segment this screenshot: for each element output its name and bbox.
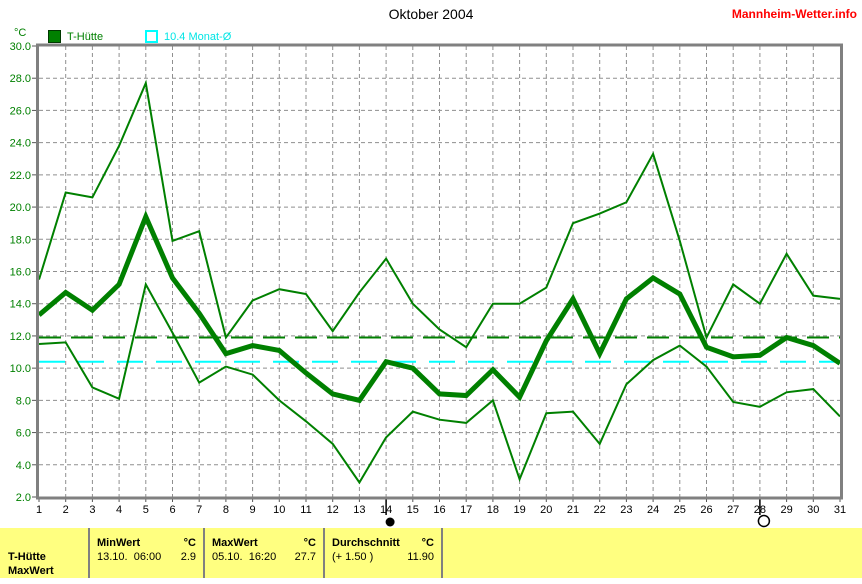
legend-label-monat-avg: 10.4 Monat-Ø bbox=[164, 30, 232, 43]
summary-avg-cell: Durchschnitt °C (+ 1.50 ) 11.90 bbox=[323, 528, 441, 578]
svg-text:18: 18 bbox=[487, 504, 499, 516]
svg-text:23: 23 bbox=[620, 504, 632, 516]
reference-lines bbox=[39, 336, 840, 363]
x-axis-labels: 1234567891011121314151617181920212223242… bbox=[36, 497, 846, 516]
y-axis-labels: 2.0 4.0 6.0 8.0 10.0 12.0 14.0 16.0 18.0 20.0 22.0… bbox=[10, 41, 36, 504]
svg-text:18.0: 18.0 bbox=[10, 234, 31, 246]
svg-text:1: 1 bbox=[36, 504, 42, 516]
svg-text:6.0: 6.0 bbox=[16, 428, 31, 440]
svg-text:17: 17 bbox=[460, 504, 472, 516]
svg-text:22: 22 bbox=[594, 504, 606, 516]
svg-text:26: 26 bbox=[700, 504, 712, 516]
svg-text:3: 3 bbox=[89, 504, 95, 516]
svg-text:21: 21 bbox=[567, 504, 579, 516]
svg-text:14.0: 14.0 bbox=[10, 299, 31, 311]
svg-text:15: 15 bbox=[407, 504, 419, 516]
max-datetime: 05.10. 16:20 bbox=[212, 551, 277, 563]
avg-header: Durchschnitt bbox=[332, 537, 400, 549]
svg-text:19: 19 bbox=[513, 504, 525, 516]
chart-frame bbox=[36, 43, 843, 500]
svg-text:28.0: 28.0 bbox=[10, 73, 31, 85]
max-header: MaxWert bbox=[212, 537, 258, 549]
legend-label-t-huette: T-Hütte bbox=[67, 30, 104, 43]
svg-text:6: 6 bbox=[169, 504, 175, 516]
svg-text:20: 20 bbox=[540, 504, 552, 516]
max-unit: °C bbox=[303, 537, 316, 549]
new-moon-icon bbox=[385, 517, 395, 527]
svg-text:4: 4 bbox=[116, 504, 122, 516]
svg-text:8: 8 bbox=[223, 504, 229, 516]
svg-text:12.0: 12.0 bbox=[10, 331, 31, 343]
moon-markers bbox=[385, 514, 771, 528]
temperature-chart: 2.0 4.0 6.0 8.0 10.0 12.0 14.0 16.0 18.0 20.0 22.0… bbox=[10, 41, 846, 528]
chart-gridlines bbox=[39, 46, 840, 497]
legend-item-monat-avg: 10.4 Monat-Ø bbox=[145, 30, 231, 43]
svg-text:20.0: 20.0 bbox=[10, 202, 31, 214]
y-axis-unit-label: °C bbox=[14, 27, 27, 39]
summary-max-cell: MaxWert °C 05.10. 16:20 27.7 bbox=[203, 528, 323, 578]
summary-series-label: MaxWert bbox=[8, 565, 54, 577]
svg-text:5: 5 bbox=[143, 504, 149, 516]
brand-link[interactable]: Mannheim-Wetter.info bbox=[731, 7, 857, 21]
svg-text:30: 30 bbox=[807, 504, 819, 516]
svg-text:22.0: 22.0 bbox=[10, 170, 31, 182]
svg-text:7: 7 bbox=[196, 504, 202, 516]
summary-table: T-Hütte MaxWert MinWert °C 13.10. 06:00 … bbox=[0, 528, 862, 578]
svg-text:2: 2 bbox=[63, 504, 69, 516]
full-moon-icon bbox=[757, 514, 771, 528]
svg-text:29: 29 bbox=[780, 504, 792, 516]
svg-text:9: 9 bbox=[250, 504, 256, 516]
svg-text:26.0: 26.0 bbox=[10, 105, 31, 117]
series-lines bbox=[37, 79, 842, 485]
min-unit: °C bbox=[183, 537, 196, 549]
svg-text:25: 25 bbox=[674, 504, 686, 516]
avg-unit: °C bbox=[421, 537, 434, 549]
svg-text:2.0: 2.0 bbox=[16, 492, 31, 504]
svg-text:10: 10 bbox=[273, 504, 285, 516]
summary-empty-cell bbox=[441, 528, 862, 578]
svg-text:30.0: 30.0 bbox=[10, 41, 31, 53]
series-min-line bbox=[38, 281, 841, 485]
avg-value: 11.90 bbox=[407, 551, 434, 563]
summary-min-cell: MinWert °C 13.10. 06:00 2.9 bbox=[88, 528, 203, 578]
svg-text:27: 27 bbox=[727, 504, 739, 516]
svg-text:4.0: 4.0 bbox=[16, 460, 31, 472]
svg-text:16: 16 bbox=[433, 504, 445, 516]
page-title: Oktober 2004 bbox=[388, 6, 474, 22]
svg-text:12: 12 bbox=[327, 504, 339, 516]
svg-text:31: 31 bbox=[834, 504, 846, 516]
max-value: 27.7 bbox=[294, 551, 316, 563]
summary-station-label: T-Hütte bbox=[8, 551, 46, 563]
svg-text:8.0: 8.0 bbox=[16, 395, 31, 407]
min-value: 2.9 bbox=[180, 551, 196, 563]
min-header: MinWert bbox=[97, 537, 141, 549]
avg-deviation: (+ 1.50 ) bbox=[332, 551, 374, 563]
svg-text:13: 13 bbox=[353, 504, 365, 516]
svg-text:16.0: 16.0 bbox=[10, 267, 31, 279]
series-max-line bbox=[38, 79, 841, 349]
series-mean-line bbox=[37, 210, 842, 404]
svg-text:24: 24 bbox=[647, 504, 659, 516]
summary-row-label-cell: T-Hütte MaxWert bbox=[0, 528, 88, 578]
svg-text:10.0: 10.0 bbox=[10, 363, 31, 375]
legend-item-t-huette: T-Hütte bbox=[48, 30, 103, 43]
min-datetime: 13.10. 06:00 bbox=[97, 551, 162, 563]
legend-swatch-cyan-icon bbox=[145, 30, 158, 43]
svg-text:24.0: 24.0 bbox=[10, 138, 31, 150]
svg-text:11: 11 bbox=[300, 504, 311, 516]
legend-swatch-green-icon bbox=[48, 30, 61, 43]
